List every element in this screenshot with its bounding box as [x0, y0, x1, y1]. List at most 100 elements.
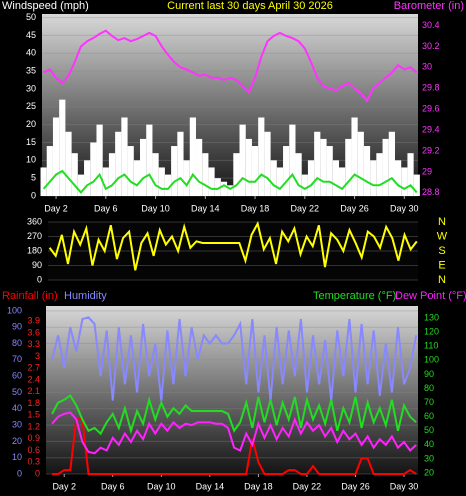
- wind-bar: [202, 153, 209, 196]
- wind-bar: [183, 160, 190, 196]
- tick-label: 40: [424, 439, 434, 449]
- wind-bar: [370, 160, 377, 196]
- series-line: [52, 418, 417, 475]
- series-line: [51, 394, 417, 436]
- wind-bar: [283, 146, 290, 196]
- wind-bar: [164, 174, 172, 196]
- wind-bar: [102, 167, 109, 196]
- tick-label: 0: [35, 468, 40, 478]
- wind-bar: [65, 131, 72, 196]
- tick-label: 29.2: [422, 145, 440, 155]
- tick-label: 30.4: [422, 20, 440, 30]
- tick-label: 120: [424, 327, 439, 337]
- wind-bar: [40, 167, 47, 196]
- tick-label: 30: [26, 83, 36, 93]
- tick-label: 29: [422, 166, 432, 176]
- wind-bar: [289, 124, 296, 196]
- tick-label: 50: [424, 425, 434, 435]
- tick-label: S: [438, 245, 445, 257]
- tick-label: 90: [424, 369, 434, 379]
- tick-label: 60: [12, 371, 22, 381]
- x-tick-label: Day 14: [191, 203, 220, 213]
- tick-label: 0.9: [27, 433, 40, 443]
- tick-label: 40: [12, 403, 22, 413]
- wind-bar: [295, 153, 302, 196]
- series-line: [43, 29, 418, 103]
- tick-label: 15: [26, 137, 36, 147]
- wind-bar: [245, 138, 252, 196]
- tick-label: 1.2: [27, 421, 40, 431]
- wind-bar: [133, 160, 141, 196]
- wind-bar: [121, 117, 128, 196]
- wind-bar: [251, 146, 259, 196]
- wind-bar: [320, 138, 327, 196]
- x-tick-label: Day 6: [101, 481, 125, 491]
- wind-bar: [233, 153, 240, 196]
- tick-label: 70: [12, 354, 22, 364]
- x-tick-label: Day 18: [241, 203, 270, 213]
- wind-bar: [77, 174, 85, 196]
- wind-bar: [177, 131, 184, 196]
- tick-label: 35: [26, 65, 36, 75]
- wind-bar: [71, 153, 78, 196]
- wind-bar: [115, 131, 122, 196]
- wind-bar: [52, 117, 60, 196]
- wind-bar: [357, 131, 364, 196]
- wind-bar: [195, 138, 203, 196]
- wind-bar: [84, 160, 91, 196]
- tick-label: 10: [12, 452, 22, 462]
- wind-bar: [413, 174, 420, 196]
- wind-bar: [127, 146, 134, 196]
- wind-bar: [332, 160, 340, 196]
- tick-label: 29.4: [422, 124, 440, 134]
- wind-bar: [276, 167, 284, 196]
- wind-bar: [401, 167, 408, 196]
- tick-label: 2.4: [27, 374, 40, 384]
- tick-label: 100: [424, 355, 439, 365]
- wind-bar: [301, 174, 308, 196]
- x-tick-label: Day 26: [341, 481, 370, 491]
- tick-label: 20: [26, 119, 36, 129]
- wind-bar: [307, 160, 315, 196]
- wind-bar: [239, 124, 246, 196]
- tick-label: 80: [12, 338, 22, 348]
- x-tick-label: Day 18: [244, 481, 273, 491]
- x-tick-label: Day 30: [390, 203, 419, 213]
- tick-label: 110: [424, 341, 438, 351]
- wind-bar: [314, 131, 321, 196]
- tick-label: 100: [7, 305, 22, 315]
- wind-bar: [382, 138, 389, 196]
- wind-bar: [407, 153, 414, 196]
- tick-label: 80: [424, 383, 434, 393]
- x-tick-label: Day 26: [340, 203, 369, 213]
- wind-bar: [326, 146, 333, 196]
- wind-bar: [394, 160, 402, 196]
- tick-label: 50: [26, 12, 36, 22]
- tick-label: 40: [26, 48, 36, 58]
- wind-bar: [140, 138, 147, 196]
- x-tick-label: Day 30: [390, 481, 419, 491]
- wind-bar: [214, 178, 221, 196]
- tick-label: 2.7: [27, 363, 40, 373]
- wind-bar: [146, 124, 153, 196]
- x-tick-label: Day 22: [293, 481, 322, 491]
- tick-label: 1.5: [27, 410, 40, 420]
- tick-label: 3.9: [27, 316, 40, 326]
- tick-label: 29.6: [422, 104, 440, 114]
- tick-label: 30: [424, 453, 434, 463]
- series-line: [42, 169, 418, 194]
- tick-label: 130: [424, 312, 439, 322]
- chart-title: Current last 30 days April 30 2026: [167, 0, 333, 12]
- wind-bar: [208, 167, 215, 196]
- tick-label: N: [438, 216, 446, 228]
- wind-bar: [339, 167, 346, 196]
- tick-label: 20: [424, 467, 434, 477]
- x-tick-label: Day 6: [94, 203, 118, 213]
- tick-label: 0.6: [27, 445, 40, 455]
- tick-label: 30: [12, 419, 22, 429]
- tick-label: 0: [37, 274, 42, 284]
- tick-label: 30: [422, 62, 432, 72]
- wind-bar: [345, 138, 352, 196]
- wind-bar: [152, 153, 159, 196]
